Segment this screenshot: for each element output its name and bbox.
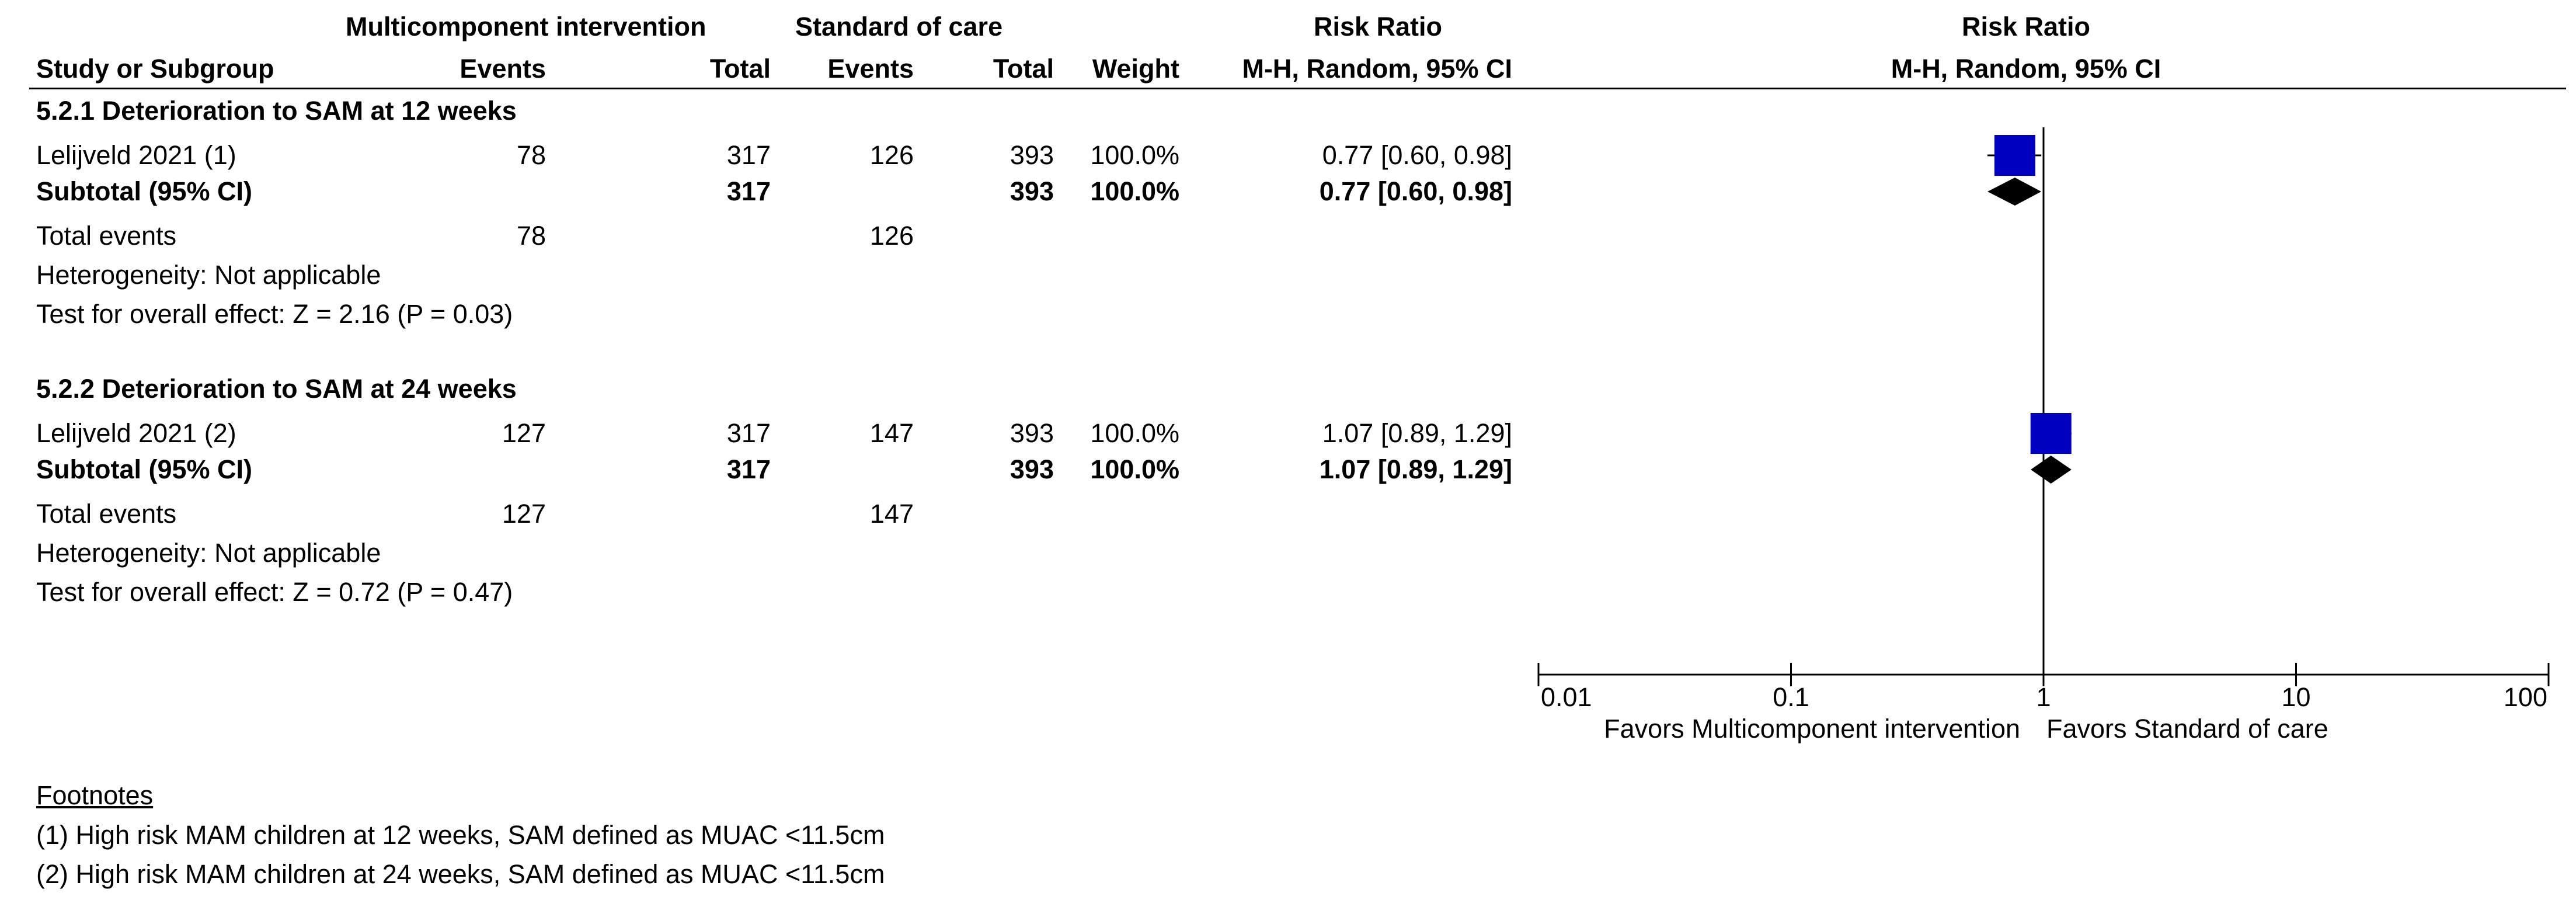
subtotal-total-1: 317 [726,176,771,206]
subtotal-diamond [2031,456,2072,484]
x-tick-label: 0.1 [1773,682,1809,712]
column-total-2: Total [993,54,1054,84]
total-events-2: 147 [869,499,914,529]
column-total-1: Total [709,54,771,84]
study-total-2: 393 [1009,418,1054,448]
total-events-label: Total events [36,499,177,529]
forest-plot: 0.01 0.1 1 10 100 [1537,127,2550,712]
footnotes-title: Footnotes [36,780,154,810]
x-tick-label: 1 [2036,682,2051,712]
column-study: Study or Subgroup [36,54,274,84]
column-events-2: Events [827,54,914,84]
favors-right-label: Favors Standard of care [2046,714,2328,744]
subtotal-label: Subtotal (95% CI) [36,454,253,484]
study-events-1: 78 [516,140,546,170]
study-events-1: 127 [502,418,546,448]
study-name: Lelijveld 2021 (2) [36,418,236,448]
subtotal-total-2: 393 [1009,176,1054,206]
study-events-2: 147 [869,418,914,448]
subgroup-title: 5.2.2 Deterioration to SAM at 24 weeks [36,374,517,404]
x-tick-label: 10 [2281,682,2310,712]
overall-effect-text: Test for overall effect: Z = 2.16 (P = 0… [36,299,513,329]
study-ci: 0.77 [0.60, 0.98] [1322,140,1512,170]
x-tick-label: 0.01 [1541,682,1592,712]
total-events-2: 126 [869,221,914,251]
footnote-item: (1) High risk MAM children at 12 weeks, … [36,820,885,850]
study-marker [1994,135,2035,176]
subtotal-ci: 0.77 [0.60, 0.98] [1319,176,1512,206]
header-underline [29,88,2566,89]
total-events-label: Total events [36,221,177,251]
study-ci: 1.07 [0.89, 1.29] [1322,418,1512,448]
x-tick-label: 100 [2504,682,2547,712]
group1-header: Multicomponent intervention [346,12,706,41]
heterogeneity-text: Heterogeneity: Not applicable [36,260,381,290]
favors-left-label: Favors Multicomponent intervention [1604,714,2020,744]
subtotal-ci: 1.07 [0.89, 1.29] [1319,454,1512,484]
study-marker [2030,413,2072,454]
subtotal-total-2: 393 [1009,454,1054,484]
study-weight: 100.0% [1090,418,1179,448]
total-events-1: 78 [516,221,546,251]
total-events-1: 127 [502,499,546,529]
risk-ratio-header-table: Risk Ratio [1313,12,1443,41]
overall-effect-text: Test for overall effect: Z = 0.72 (P = 0… [36,577,513,607]
heterogeneity-text: Heterogeneity: Not applicable [36,538,381,568]
subtotal-label: Subtotal (95% CI) [36,176,253,206]
column-method-plot: M-H, Random, 95% CI [1891,54,2161,84]
study-name: Lelijveld 2021 (1) [36,140,236,170]
subtotal-diamond [1987,178,2042,206]
footnote-item: (2) High risk MAM children at 24 weeks, … [36,859,885,889]
column-events-1: Events [459,54,546,84]
risk-ratio-header-plot: Risk Ratio [1961,12,2091,41]
subtotal-weight: 100.0% [1090,454,1179,484]
subtotal-weight: 100.0% [1090,176,1179,206]
study-events-2: 126 [869,140,914,170]
subtotal-total-1: 317 [726,454,771,484]
study-total-2: 393 [1009,140,1054,170]
study-weight: 100.0% [1090,140,1179,170]
column-method-table: M-H, Random, 95% CI [1242,54,1512,84]
study-total-1: 317 [726,418,771,448]
study-total-1: 317 [726,140,771,170]
subgroup-title: 5.2.1 Deterioration to SAM at 12 weeks [36,96,517,126]
column-weight: Weight [1092,54,1179,84]
group2-header: Standard of care [795,12,1003,41]
